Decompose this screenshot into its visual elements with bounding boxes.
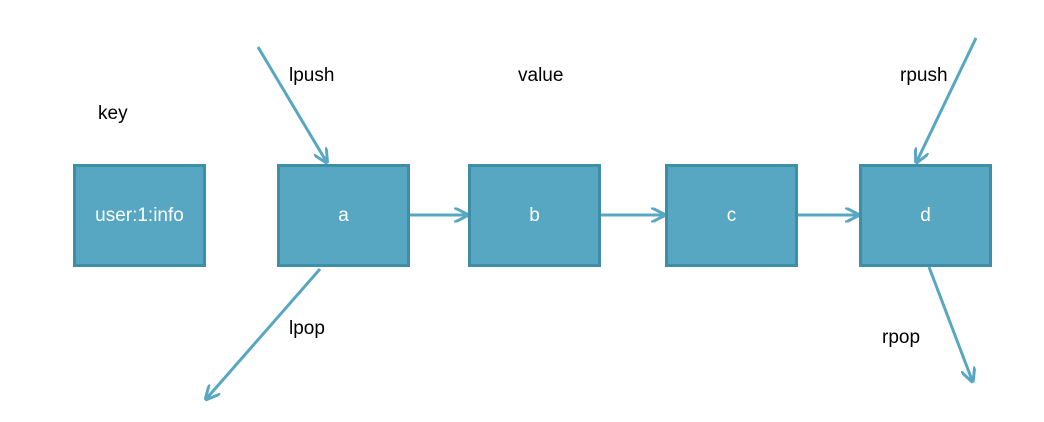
list-node-a: a — [277, 164, 410, 267]
list-node-label: d — [920, 204, 931, 226]
key-label: key — [98, 103, 128, 124]
rpush-arrow — [917, 37, 978, 161]
rpop-label: rpop — [882, 327, 921, 348]
lpop-arrow — [207, 268, 322, 398]
lpush-arrow — [256, 46, 326, 161]
rpop-arrow — [927, 266, 972, 380]
list-node-d: d — [859, 164, 992, 267]
lpop-label: lpop — [289, 318, 325, 339]
list-node-b: b — [468, 164, 601, 267]
rpush-label: rpush — [900, 65, 948, 86]
lpush-label: lpush — [289, 65, 335, 86]
key-box: user:1:info — [73, 164, 206, 267]
list-node-label: b — [529, 204, 540, 226]
key-box-label: user:1:info — [95, 204, 184, 226]
list-node-c: c — [665, 164, 798, 267]
list-node-label: a — [338, 204, 349, 226]
value-label: value — [518, 65, 564, 86]
list-node-label: c — [726, 204, 737, 226]
